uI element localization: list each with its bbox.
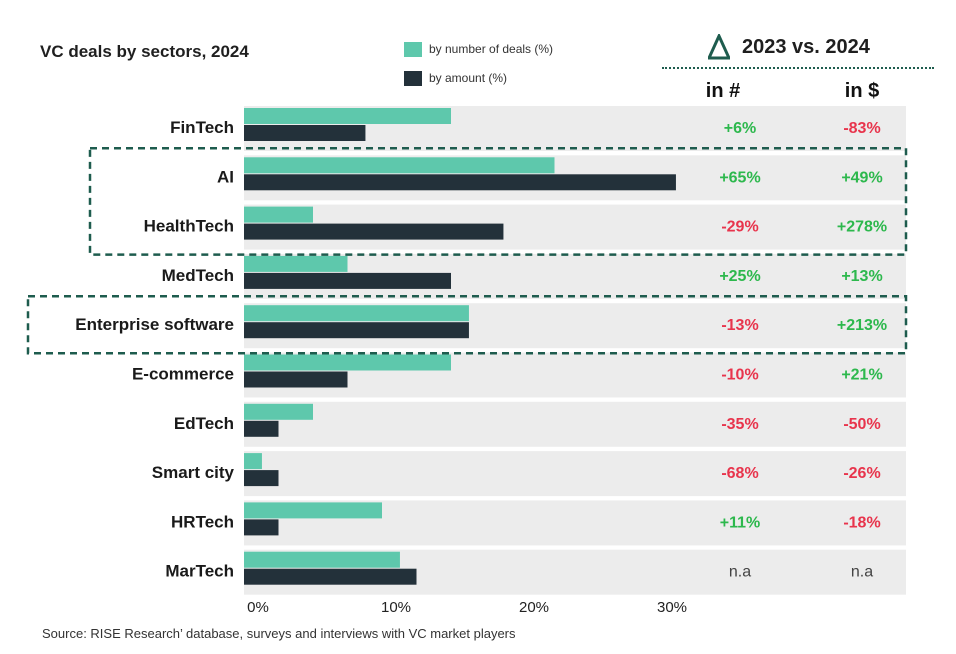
- bar-deals-medtech: [244, 255, 348, 272]
- delta-header-label: 2023 vs. 2024: [742, 35, 870, 58]
- bar-deals-hrtech: [244, 502, 382, 519]
- change-count-smart-city: -68%: [721, 465, 758, 482]
- bar-deals-edtech: [244, 403, 313, 420]
- x-tick-label: 30%: [657, 599, 687, 616]
- legend-label-amount: by amount (%): [429, 71, 508, 85]
- bar-deals-martech: [244, 551, 400, 568]
- row-background-edtech: [244, 401, 906, 447]
- bar-amount-e-commerce: [244, 371, 348, 388]
- change-count-hrtech: +11%: [720, 514, 760, 531]
- bar-amount-martech: [244, 568, 417, 585]
- change-amount-hrtech: -18%: [843, 514, 880, 531]
- category-label-medtech: MedTech: [162, 266, 234, 285]
- change-amount-edtech: -50%: [843, 416, 880, 433]
- category-label-edtech: EdTech: [174, 414, 234, 433]
- bar-deals-ai: [244, 157, 555, 174]
- change-amount-medtech: +13%: [841, 268, 882, 285]
- category-label-smart-city: Smart city: [152, 463, 235, 482]
- bar-amount-smart-city: [244, 470, 279, 487]
- x-tick-label: 0%: [247, 599, 269, 616]
- chart-title: VC deals by sectors, 2024: [40, 42, 249, 61]
- change-amount-enterprise-software: +213%: [837, 317, 887, 334]
- highlight-box-enterprise-software: [26, 294, 908, 355]
- change-amount-martech: n.a: [851, 564, 873, 581]
- change-amount-smart-city: -26%: [843, 465, 880, 482]
- legend-label-deals: by number of deals (%): [429, 42, 554, 56]
- bar-amount-healthtech: [244, 223, 504, 240]
- source-note: Source: RISE Research’ database, surveys…: [42, 626, 516, 641]
- legend-swatch-deals: [404, 41, 422, 57]
- category-label-fintech: FinTech: [170, 118, 234, 137]
- change-amount-fintech: -83%: [843, 120, 880, 137]
- bar-amount-enterprise-software: [244, 322, 469, 339]
- change-count-ai: +65%: [719, 169, 760, 186]
- delta-triangle-icon: [708, 34, 730, 60]
- x-tick-label: 20%: [519, 599, 549, 616]
- change-count-edtech: -35%: [721, 416, 758, 433]
- highlight-box-ai-healthtech: [88, 147, 908, 256]
- row-background-smart-city: [244, 451, 906, 497]
- bar-amount-ai: [244, 174, 676, 191]
- legend-swatch-amount: [404, 70, 422, 86]
- change-count-fintech: +6%: [724, 120, 756, 137]
- bar-deals-smart-city: [244, 453, 262, 470]
- category-label-martech: MarTech: [165, 562, 234, 581]
- bar-amount-edtech: [244, 420, 279, 437]
- column-header-amount: in $: [844, 80, 880, 102]
- bar-deals-enterprise-software: [244, 305, 469, 322]
- change-amount-e-commerce: +21%: [841, 367, 882, 384]
- category-label-enterprise-software: Enterprise software: [75, 315, 234, 334]
- change-amount-ai: +49%: [841, 169, 882, 186]
- legend-item-amount: by amount (%): [404, 69, 507, 87]
- change-amount-healthtech: +278%: [837, 219, 887, 236]
- delta-header-divider: [662, 67, 934, 69]
- category-label-hrtech: HRTech: [171, 512, 234, 531]
- bar-deals-fintech: [244, 108, 451, 124]
- delta-header: 2023 vs. 2024: [708, 34, 870, 60]
- change-count-medtech: +25%: [719, 268, 760, 285]
- change-count-enterprise-software: -13%: [721, 317, 758, 334]
- bar-amount-medtech: [244, 272, 451, 289]
- bar-deals-e-commerce: [244, 354, 451, 371]
- change-count-martech: n.a: [729, 564, 751, 581]
- column-header-count: in #: [705, 80, 741, 102]
- change-count-e-commerce: -10%: [721, 367, 758, 384]
- change-count-healthtech: -29%: [721, 219, 758, 236]
- category-label-ai: AI: [217, 167, 234, 186]
- bar-amount-fintech: [244, 125, 366, 141]
- bar-deals-healthtech: [244, 206, 313, 223]
- category-label-healthtech: HealthTech: [144, 217, 234, 236]
- legend-item-deals: by number of deals (%): [404, 40, 553, 58]
- bar-amount-hrtech: [244, 519, 279, 536]
- category-label-e-commerce: E-commerce: [132, 365, 234, 384]
- x-tick-label: 10%: [381, 599, 411, 616]
